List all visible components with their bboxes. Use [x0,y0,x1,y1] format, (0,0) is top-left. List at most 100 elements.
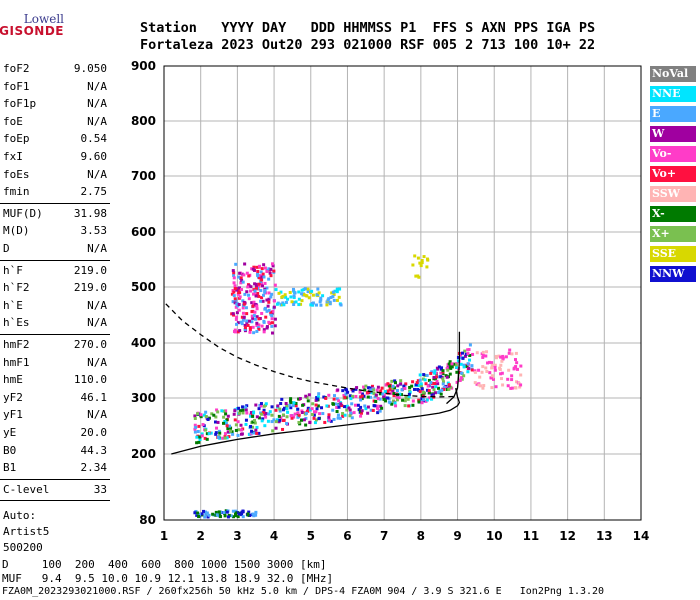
echo-point [335,410,339,414]
echo-point [349,411,353,415]
echo-point [244,408,248,412]
echo-point [304,423,308,427]
echo-point [251,316,255,320]
x-tick-label: 3 [233,529,241,543]
echo-point [326,298,330,302]
echo-point [235,311,239,315]
param-value: N/A [87,408,107,422]
echo-point [420,389,424,393]
echo-point [427,389,431,393]
echo-point [463,349,467,353]
param-label: fmin [3,185,30,199]
echo-point [212,413,216,417]
echo-point [358,390,362,394]
echo-point [202,509,206,513]
echo-point [311,303,315,307]
echo-point [270,317,274,321]
echo-point [364,384,368,388]
param-value: 9.60 [80,150,108,163]
param-label: foF1 [3,79,30,93]
echo-point [316,404,320,408]
echo-point [237,286,241,290]
echo-point [480,370,484,374]
echo-point [513,358,517,362]
autoscale-line: Artist5 [3,525,50,539]
echo-point [420,397,424,401]
echo-point [359,405,363,409]
echo-point [514,351,518,355]
echo-point [478,375,482,379]
echo-point [218,515,222,519]
echo-point [499,372,503,376]
echo-point [222,409,226,413]
echo-point [291,404,295,408]
echo-point [236,420,240,424]
echo-point [318,300,322,304]
echo-point [231,509,235,513]
echo-point [233,418,237,422]
echo-point [373,404,377,408]
param-label: hmF1 [3,355,30,369]
echo-point [282,406,286,410]
param-row: hmE 110.0 [0,371,110,389]
echo-point [466,352,470,356]
legend-entry: NoVal [650,66,696,82]
echo-point [232,271,236,275]
echo-point [245,312,249,316]
echo-point [235,315,239,319]
echo-point [332,298,336,302]
echo-point [198,435,202,439]
autoscale-line: Auto: [3,509,37,523]
echo-point [415,381,419,385]
echo-point [311,293,315,297]
echo-point [247,293,251,297]
param-value: N/A [87,79,107,93]
echo-point [243,327,247,331]
echo-point [481,350,485,354]
echo-point [396,384,400,388]
echo-point [278,407,282,411]
echo-point [224,409,228,413]
echo-point [212,513,216,517]
echo-point [280,397,284,401]
param-row: foEs N/A [0,166,110,184]
echo-point [492,377,496,381]
echo-point [214,510,218,514]
echo-point [371,408,375,412]
echo-point [372,388,376,392]
echo-point [257,323,261,327]
echo-point [232,281,236,285]
echo-point [236,287,240,291]
echo-point [302,418,306,422]
echo-point [215,513,219,517]
echo-point [263,290,267,294]
echo-point [255,315,259,319]
echo-point [292,289,296,293]
echo-point [286,410,290,414]
echo-point [354,387,358,391]
echo-point [441,377,445,381]
echo-point [291,287,295,291]
echo-point [297,290,301,294]
echo-point [254,302,258,306]
echo-point [490,376,494,380]
echo-point [216,410,220,414]
echo-point [512,366,516,370]
echo-point [410,384,414,388]
echo-point [330,291,334,295]
echo-point [260,296,264,300]
param-row: M(D) 3.53 [0,222,110,240]
echo-point [271,309,275,313]
echo-point [223,432,227,436]
echo-point [336,413,340,417]
param-label: foE [3,114,23,128]
echo-point [262,408,266,412]
echo-point [262,275,266,279]
echo-point [468,353,472,357]
echo-point [414,274,418,278]
echo-point [234,423,238,427]
echo-point [196,412,200,416]
echo-point [200,434,204,438]
echo-point [514,365,518,369]
echo-point [247,432,251,436]
